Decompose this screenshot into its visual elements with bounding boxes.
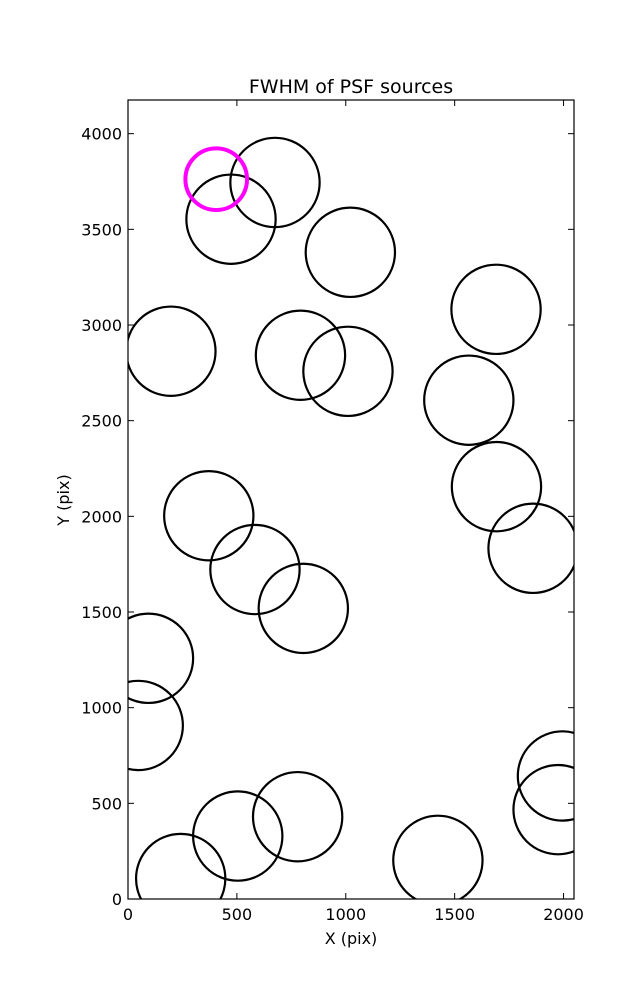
source-marker — [512, 763, 574, 856]
source-marker — [185, 173, 277, 265]
source-marker — [516, 730, 574, 822]
source-marker — [450, 440, 543, 533]
y-tick-label: 1000 — [81, 699, 122, 718]
source-marker — [128, 612, 195, 705]
x-tick-label: 1500 — [434, 905, 475, 924]
y-axis-label: Y (pix) — [54, 474, 73, 526]
source-marker — [192, 790, 284, 882]
axis-ticks: 0 500 1000 1500 2000 0 500 1000 1500 2000 2500 3000… — [81, 100, 584, 924]
x-tick-label: 0 — [123, 905, 133, 924]
source-marker — [134, 832, 227, 899]
source-marker — [423, 354, 515, 446]
x-tick-label: 1000 — [325, 905, 366, 924]
plot-frame — [127, 99, 575, 900]
source-marker — [450, 263, 542, 356]
y-tick-label: 4000 — [81, 125, 122, 144]
source-marker — [163, 470, 255, 562]
data-markers — [128, 136, 574, 899]
source-marker — [302, 325, 394, 418]
x-tick-label: 500 — [222, 905, 253, 924]
source-marker — [392, 814, 484, 899]
y-tick-label: 2000 — [81, 507, 122, 526]
source-marker — [128, 679, 184, 772]
source-marker — [251, 770, 344, 863]
source-marker — [304, 206, 397, 299]
y-tick-label: 3000 — [81, 316, 122, 335]
x-tick-label: 2000 — [543, 905, 584, 924]
highlighted-source-marker — [183, 146, 250, 213]
y-tick-label: 2500 — [81, 412, 122, 431]
y-tick-label: 1500 — [81, 603, 122, 622]
x-axis-label: X (pix) — [325, 929, 378, 948]
y-tick-label: 500 — [91, 794, 122, 813]
chart-title: FWHM of PSF sources — [249, 76, 453, 98]
y-tick-label: 0 — [112, 890, 122, 909]
axes — [127, 99, 575, 900]
source-marker — [257, 562, 350, 655]
source-marker — [487, 502, 574, 595]
source-marker — [128, 305, 217, 397]
source-marker — [254, 309, 347, 401]
source-marker — [209, 523, 301, 616]
y-tick-label: 3500 — [81, 220, 122, 239]
